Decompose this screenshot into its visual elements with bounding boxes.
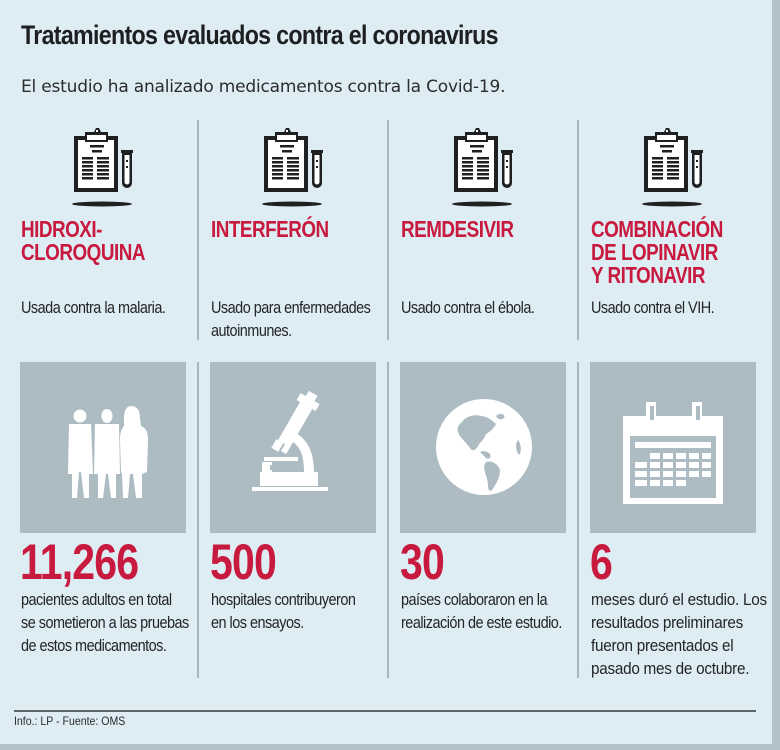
clipboard-test-tube-icon [642, 128, 703, 207]
stat-description: países colaboraron en la realización de … [401, 590, 562, 632]
clipboard-test-tube-icon [72, 128, 133, 207]
stat-value: 30 [400, 534, 445, 590]
calendar-icon-box [590, 362, 756, 533]
column-divider [387, 362, 389, 678]
drug-description: Usada contra la malaria. [21, 298, 166, 317]
stat-value: 6 [590, 534, 613, 590]
column-divider [577, 362, 579, 678]
drug-description: Usado contra el ébola. [401, 298, 535, 317]
clipboard-test-tube-icon [452, 128, 513, 207]
stat-value: 11,266 [20, 534, 139, 590]
drug-name: REMDESIVIR [401, 216, 514, 242]
globe-icon [436, 399, 532, 495]
drug-description: Usado contra el VIH. [591, 298, 715, 317]
stat-description: pacientes adultos en total se sometieron… [21, 590, 189, 655]
globe-icon-box [400, 362, 566, 533]
page-subtitle: El estudio ha analizado medicamentos con… [21, 77, 506, 97]
page-title: Tratamientos evaluados contra el coronav… [21, 20, 499, 50]
column-divider [197, 362, 199, 678]
stat-description: hospitales contribuyeron en los ensayos. [211, 590, 356, 632]
drug-name: COMBINACIÓN DE LOPINAVIR Y RITONAVIR [591, 216, 723, 288]
drug-name: INTERFERÓN [211, 216, 329, 242]
clipboard-test-tube-icon [262, 128, 323, 207]
calendar-icon [623, 402, 723, 504]
people-icon [68, 406, 148, 498]
stat-description: meses duró el estudio. Los resultados pr… [591, 590, 767, 678]
column-divider [197, 120, 199, 340]
people-icon-box [20, 362, 186, 533]
drug-name: HIDROXI- CLOROQUINA [21, 216, 145, 265]
source-credit: Info.: LP - Fuente: OMS [14, 714, 126, 728]
stat-value: 500 [210, 534, 277, 590]
column-divider [577, 120, 579, 340]
column-divider [387, 120, 389, 340]
microscope-icon [252, 390, 328, 491]
microscope-icon-box [210, 362, 376, 533]
footer-rule [14, 710, 756, 712]
drug-description: Usado para enfermedades autoinmunes. [211, 298, 371, 340]
